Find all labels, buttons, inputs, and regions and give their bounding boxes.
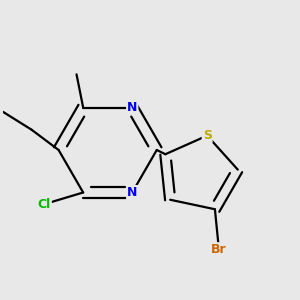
Text: S: S [203,129,212,142]
Text: N: N [127,101,137,114]
Text: Cl: Cl [38,198,51,211]
Text: N: N [127,186,137,199]
Text: Br: Br [211,243,227,256]
